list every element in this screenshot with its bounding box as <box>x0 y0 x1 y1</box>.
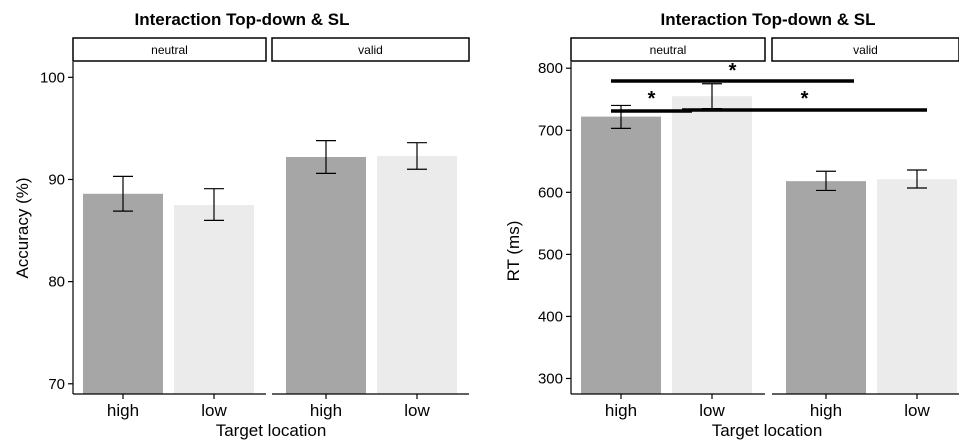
accuracy-chart: Interaction Top-down & SL neutral valid … <box>13 10 470 440</box>
error-bars-group <box>113 140 427 221</box>
significance-star: * <box>729 60 737 82</box>
x-tick-label: low <box>404 401 430 420</box>
bar-valid-high <box>286 157 366 394</box>
x-axis-ticks: high low high low <box>107 394 430 420</box>
error-bars-group <box>611 83 927 192</box>
rt-chart: Interaction Top-down & SL neutral valid … <box>504 10 959 440</box>
chart-title: Interaction Top-down & SL <box>135 10 350 29</box>
facet-label-neutral: neutral <box>650 43 687 57</box>
x-tick-label: high <box>810 401 842 420</box>
y-tick-label: 700 <box>538 122 563 139</box>
significance-star: * <box>648 88 656 110</box>
y-axis-title: Accuracy (%) <box>13 177 32 278</box>
facet-strip-valid <box>271 37 470 62</box>
y-tick-label: 800 <box>538 60 563 77</box>
y-tick-label: 100 <box>40 69 65 86</box>
y-axis-ticks: 70 80 90 100 <box>40 69 73 393</box>
bar-neutral-low <box>174 205 254 394</box>
x-axis-ticks: high low high low <box>605 394 930 420</box>
bar-neutral-high <box>581 116 661 394</box>
bar-valid-low <box>377 155 457 394</box>
x-axis-title: Target location <box>216 421 327 440</box>
significance-star: * <box>801 88 809 110</box>
y-axis-ticks: 300 400 500 600 700 800 <box>538 60 571 387</box>
x-tick-label: high <box>107 401 139 420</box>
x-tick-label: high <box>310 401 342 420</box>
y-tick-label: 500 <box>538 246 563 263</box>
y-tick-label: 80 <box>48 274 65 291</box>
facet-strip-valid <box>771 37 959 62</box>
x-tick-label: low <box>201 401 227 420</box>
facet-label-valid: valid <box>853 43 878 57</box>
y-axis-title: RT (ms) <box>504 221 523 282</box>
y-tick-label: 300 <box>538 370 563 387</box>
facet-strip-neutral <box>72 37 267 62</box>
bars-group <box>83 155 457 394</box>
significance-group: * * * <box>611 60 927 113</box>
y-tick-label: 70 <box>48 376 65 393</box>
chart-title: Interaction Top-down & SL <box>661 10 876 29</box>
bar-neutral-low <box>672 96 752 394</box>
facet-label-valid: valid <box>358 43 383 57</box>
y-tick-label: 90 <box>48 171 65 188</box>
x-axis-title: Target location <box>712 421 823 440</box>
facet-label-neutral: neutral <box>151 43 188 57</box>
x-tick-label: low <box>699 401 725 420</box>
facet-strip-neutral <box>570 37 766 62</box>
y-tick-label: 600 <box>538 184 563 201</box>
x-tick-label: low <box>904 401 930 420</box>
x-tick-label: high <box>605 401 637 420</box>
y-tick-label: 400 <box>538 308 563 325</box>
bar-valid-low <box>877 179 957 394</box>
bar-neutral-high <box>83 193 163 394</box>
bars-group <box>581 96 957 394</box>
bar-valid-high <box>786 181 866 394</box>
